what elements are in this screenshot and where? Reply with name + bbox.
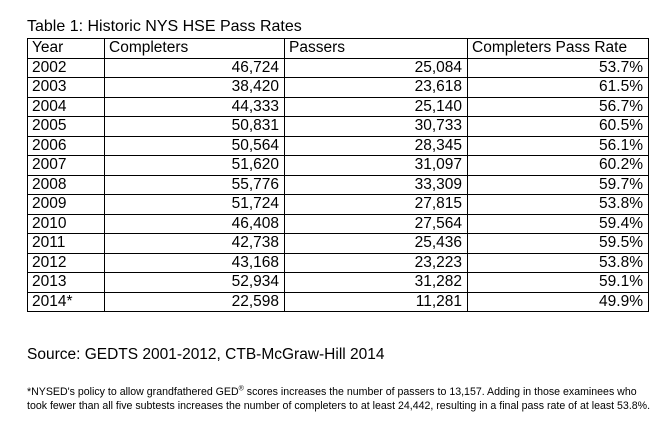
year-cell: 2002 bbox=[27, 57, 105, 78]
year-cell: 2013 bbox=[27, 272, 105, 293]
passers-cell: 27,564 bbox=[284, 213, 468, 234]
completers-cell: 55,776 bbox=[104, 174, 285, 195]
passers-cell: 31,282 bbox=[284, 272, 468, 293]
pass-rate-cell: 56.1% bbox=[467, 135, 649, 156]
pass-rate-cell: 60.5% bbox=[467, 116, 649, 137]
passers-cell: 27,815 bbox=[284, 194, 468, 215]
year-cell: 2008 bbox=[27, 174, 105, 195]
footnote-text-end: scores increases the number of passers t… bbox=[27, 386, 651, 412]
table-row: 2007 51,620 31,097 60.2% bbox=[27, 155, 649, 176]
completers-cell: 50,831 bbox=[104, 116, 285, 137]
passers-cell: 28,345 bbox=[284, 135, 468, 156]
completers-cell: 38,420 bbox=[104, 77, 285, 98]
pass-rate-cell: 61.5% bbox=[467, 77, 649, 98]
year-cell: 2011 bbox=[27, 233, 105, 254]
year-cell: 2006 bbox=[27, 135, 105, 156]
completers-cell: 44,333 bbox=[104, 96, 285, 117]
table-row: 2004 44,333 25,140 56.7% bbox=[27, 96, 649, 117]
pass-rate-cell: 53.7% bbox=[467, 57, 649, 78]
table-row: 2005 50,831 30,733 60.5% bbox=[27, 116, 649, 137]
completers-cell: 50,564 bbox=[104, 135, 285, 156]
pass-rate-cell: 59.7% bbox=[467, 174, 649, 195]
year-cell: 2009 bbox=[27, 194, 105, 215]
table-row: 2008 55,776 33,309 59.7% bbox=[27, 174, 649, 195]
passers-cell: 33,309 bbox=[284, 174, 468, 195]
completers-cell: 42,738 bbox=[104, 233, 285, 254]
table-row: 2006 50,564 28,345 56.1% bbox=[27, 135, 649, 156]
pass-rate-cell: 59.4% bbox=[467, 213, 649, 234]
year-cell: 2014* bbox=[27, 291, 105, 312]
passers-cell: 23,223 bbox=[284, 252, 468, 273]
column-header-passers: Passers bbox=[284, 38, 468, 59]
table-row: 2011 42,738 25,436 59.5% bbox=[27, 233, 649, 254]
pass-rate-cell: 60.2% bbox=[467, 155, 649, 176]
passers-cell: 25,084 bbox=[284, 57, 468, 78]
pass-rates-table: Year Completers Passers Completers Pass … bbox=[27, 38, 649, 312]
passers-cell: 25,140 bbox=[284, 96, 468, 117]
pass-rate-cell: 53.8% bbox=[467, 252, 649, 273]
column-header-completers: Completers bbox=[104, 38, 285, 59]
completers-cell: 22,598 bbox=[104, 291, 285, 312]
registered-mark: ® bbox=[238, 385, 244, 393]
pass-rate-cell: 59.1% bbox=[467, 272, 649, 293]
passers-cell: 23,618 bbox=[284, 77, 468, 98]
pass-rate-cell: 59.5% bbox=[467, 233, 649, 254]
table-body: 2002 46,724 25,084 53.7% 2003 38,420 23,618 61.… bbox=[27, 57, 649, 312]
table-row: 2014* 22,598 11,281 49.9% bbox=[27, 291, 649, 312]
pass-rate-cell: 56.7% bbox=[467, 96, 649, 117]
column-header-pass-rate: Completers Pass Rate bbox=[467, 38, 649, 59]
year-cell: 2005 bbox=[27, 116, 105, 137]
table-row: 2003 38,420 23,618 61.5% bbox=[27, 77, 649, 98]
completers-cell: 51,620 bbox=[104, 155, 285, 176]
pass-rate-cell: 49.9% bbox=[467, 291, 649, 312]
year-cell: 2003 bbox=[27, 77, 105, 98]
table-title: Table 1: Historic NYS HSE Pass Rates bbox=[27, 18, 302, 35]
passers-cell: 11,281 bbox=[284, 291, 468, 312]
source-line: Source: GEDTS 2001-2012, CTB-McGraw-Hill… bbox=[27, 346, 385, 363]
passers-cell: 31,097 bbox=[284, 155, 468, 176]
completers-cell: 46,724 bbox=[104, 57, 285, 78]
column-header-year: Year bbox=[27, 38, 105, 59]
year-cell: 2012 bbox=[27, 252, 105, 273]
table-row: 2013 52,934 31,282 59.1% bbox=[27, 272, 649, 293]
table-header-row: Year Completers Passers Completers Pass … bbox=[27, 38, 649, 59]
year-cell: 2010 bbox=[27, 213, 105, 234]
year-cell: 2004 bbox=[27, 96, 105, 117]
passers-cell: 25,436 bbox=[284, 233, 468, 254]
completers-cell: 51,724 bbox=[104, 194, 285, 215]
completers-cell: 46,408 bbox=[104, 213, 285, 234]
year-cell: 2007 bbox=[27, 155, 105, 176]
footnote-text-start: *NYSED's policy to allow grandfathered G… bbox=[27, 386, 239, 398]
completers-cell: 52,934 bbox=[104, 272, 285, 293]
pass-rate-cell: 53.8% bbox=[467, 194, 649, 215]
passers-cell: 30,733 bbox=[284, 116, 468, 137]
table-row: 2009 51,724 27,815 53.8% bbox=[27, 194, 649, 215]
table-row: 2010 46,408 27,564 59.4% bbox=[27, 213, 649, 234]
table-row: 2012 43,168 23,223 53.8% bbox=[27, 252, 649, 273]
footnote: *NYSED's policy to allow grandfathered G… bbox=[27, 385, 652, 413]
table-row: 2002 46,724 25,084 53.7% bbox=[27, 57, 649, 78]
completers-cell: 43,168 bbox=[104, 252, 285, 273]
